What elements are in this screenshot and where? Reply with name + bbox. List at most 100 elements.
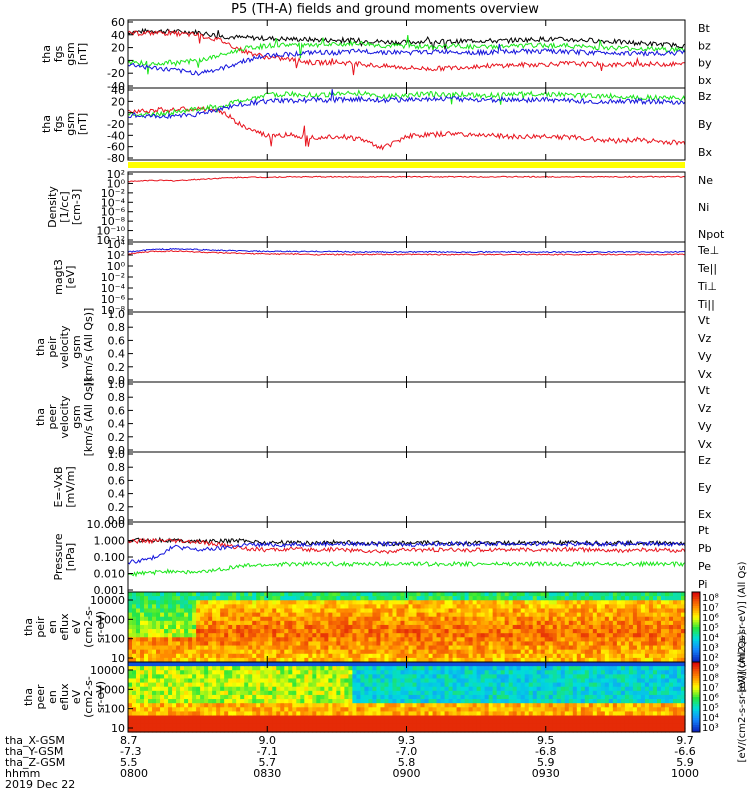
legend-ey: Ey [698,481,712,494]
spectrogram-cell [180,694,185,700]
spectrogram-cell [392,662,398,667]
spectrogram-cell [132,633,137,638]
spectrogram-cell [268,690,273,696]
spectrogram-cell [372,699,378,704]
spectrogram-cell [236,670,241,675]
spectrogram-cell [656,653,662,659]
spectrogram-cell [648,694,654,700]
spectrogram-cell [464,620,470,626]
y-tick-label: -20 [107,67,125,80]
spectrogram-cell [532,723,538,729]
colorbar-segment [692,613,700,616]
spectrogram-cell [500,682,506,688]
spectrogram-cell [440,641,446,647]
spectrogram-cell [580,604,586,610]
y-axis-label: Pressure [52,533,65,580]
spectrogram-cell [612,662,618,667]
spectrogram-cell [548,711,554,717]
spectrogram-cell [604,641,610,647]
spectrogram-cell [484,612,490,618]
spectrogram-cell [364,682,370,688]
y-tick-label: 0.8 [108,461,126,474]
spectrogram-cell [444,723,450,729]
spectrogram-cell [396,703,402,708]
spectrogram-cell [648,600,654,605]
spectrogram-cell [196,674,201,680]
spectrogram-cell [532,666,538,671]
spectrogram-cell [456,715,462,721]
spectrogram-cell [408,678,414,684]
spectrogram-cell [392,719,398,725]
spectrogram-cell [320,715,325,721]
spectrogram-cell [392,715,398,721]
spectrogram-cell [224,620,229,626]
spectrogram-cell [248,678,253,684]
spectrogram-cell [612,608,618,614]
spectrogram-cell [492,670,498,675]
spectrogram-cell [388,608,394,614]
spectrogram-cell [396,653,402,659]
spectrogram-cell [508,686,514,692]
spectrogram-cell [460,657,466,663]
spectrogram-cell [248,657,253,663]
y-axis-label: Density [46,186,59,228]
spectrogram-cell [292,633,297,638]
spectrogram-cell [572,674,578,680]
spectrogram-cell [492,608,498,614]
spectrogram-cell [576,637,582,643]
spectrogram-cell [524,678,530,684]
spectrogram-cell [240,662,245,667]
spectrogram-cell [624,723,630,729]
spectrogram-cell [552,707,558,713]
spectrogram-cell [208,686,213,692]
spectrogram-cell [620,723,626,729]
spectrogram-cell [604,633,610,638]
spectrogram-cell [336,694,341,700]
spectrogram-cell [576,711,582,717]
spectrogram-cell [300,629,305,634]
spectrogram-cell [172,699,177,704]
spectrogram-cell [332,690,337,696]
spectrogram-cell [564,686,570,692]
spectrogram-cell [248,608,253,614]
spectrogram-cell [432,604,438,610]
spectrogram-cell [496,703,502,708]
spectrogram-cell [560,694,566,700]
spectrogram-cell [408,719,414,725]
spectrogram-cell [364,624,370,630]
spectrogram-cell [448,616,454,622]
y-tick-label: 0.001 [94,584,126,597]
spectrogram-cell [660,662,666,667]
spectrogram-cell [228,662,233,667]
spectrogram-cell [152,670,157,675]
spectrogram-cell [304,616,309,622]
spectrogram-cell [180,624,185,630]
spectrogram-cell [332,715,337,721]
spectrogram-cell [512,690,518,696]
spectrogram-cell [160,616,165,622]
spectrogram-cell [664,637,670,643]
spectrogram-cell [352,662,358,667]
spectrogram-cell [468,670,474,675]
spectrogram-cell [320,686,325,692]
spectrogram-cell [476,715,482,721]
spectrogram-cell [172,616,177,622]
spectrogram-cell [392,624,398,630]
spectrogram-cell [468,715,474,721]
legend-ti: Ti|| [697,298,715,311]
spectrogram-cell [596,629,602,634]
spectrogram-cell [340,686,345,692]
spectrogram-cell [280,719,285,725]
spectrogram-cell [624,624,630,630]
spectrogram-cell [456,707,462,713]
spectrogram-cell [572,645,578,651]
spectrogram-cell [392,629,398,634]
spectrogram-cell [452,711,458,717]
spectrogram-cell [368,678,374,684]
spectrogram-cell [632,616,638,622]
spectrogram-cell [136,641,141,647]
spectrogram-cell [220,612,225,618]
spectrogram-cell [480,600,486,605]
spectrogram-cell [240,719,245,725]
spectrogram-cell [132,666,137,671]
